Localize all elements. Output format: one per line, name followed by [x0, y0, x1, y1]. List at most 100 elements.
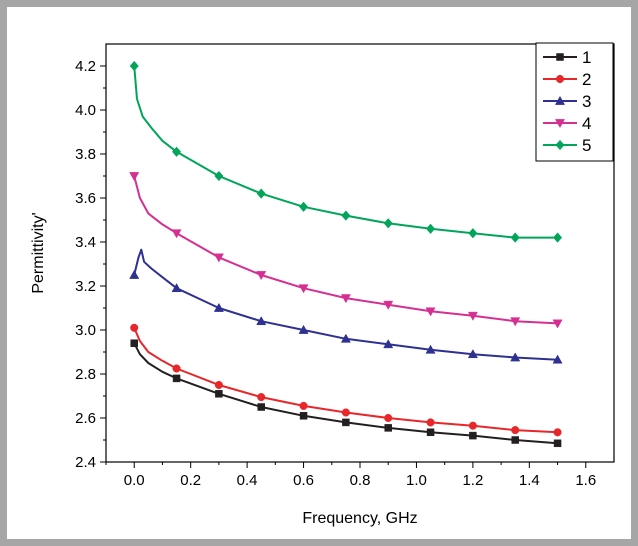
- series-3-point: [383, 339, 394, 349]
- series-2-point: [214, 380, 223, 390]
- series-1-point: [257, 403, 265, 411]
- x-tick-label: 0.4: [237, 472, 258, 489]
- series-2-point: [426, 418, 435, 427]
- x-tick-label: 1.6: [575, 472, 596, 489]
- series-2-point: [511, 426, 520, 435]
- x-axis-label: Frequency, GHz: [302, 510, 417, 527]
- series-3-point: [467, 349, 478, 359]
- y-tick-label: 2.4: [75, 454, 96, 471]
- x-tick-label: 1.4: [519, 472, 540, 489]
- series-1-point: [384, 424, 392, 432]
- series-layer: [129, 60, 563, 448]
- x-tick-label: 0.2: [180, 472, 201, 489]
- series-5-point: [172, 146, 182, 157]
- x-tick-label: 0.0: [124, 472, 145, 489]
- y-tick-label: 3.2: [75, 278, 96, 295]
- series-1-point: [299, 412, 308, 420]
- series-2-point: [130, 323, 139, 332]
- y-tick-label: 3.8: [75, 146, 96, 163]
- series-5-point: [383, 218, 393, 229]
- legend-marker-1: [556, 53, 564, 61]
- series-1-point: [172, 374, 181, 383]
- series-3-line: [133, 248, 558, 361]
- y-tick-label: 2.6: [75, 410, 96, 427]
- series-1-point: [553, 439, 562, 448]
- y-tick-label: 3.6: [75, 190, 96, 207]
- legend-marker-5: [555, 139, 565, 151]
- series-4-point: [213, 253, 224, 263]
- y-tick-label: 3.4: [75, 234, 96, 251]
- series-1-point: [511, 436, 519, 444]
- series-4: [129, 172, 563, 329]
- series-3-point: [213, 302, 224, 312]
- series-4-point: [425, 307, 436, 317]
- series-5-point: [553, 232, 563, 243]
- series-4-point: [510, 317, 521, 327]
- series-1-line: [133, 342, 558, 445]
- legend: 1 2 3 4 5: [535, 42, 614, 162]
- series-4-point: [340, 294, 351, 304]
- series-3: [129, 248, 563, 364]
- series-2-line: [133, 327, 558, 434]
- series-4-point: [129, 172, 140, 182]
- series-4-point: [467, 311, 478, 321]
- legend-label-2: 2: [582, 70, 591, 89]
- chart-svg: 0.0 0.2 0.4 0.6 0.8 1.0 1.2 1.4 1.6 2.4 2.6 2.8 3.0…: [30, 42, 615, 527]
- series-2-point: [299, 401, 308, 410]
- series-5-point: [341, 210, 351, 221]
- series-2-point: [341, 408, 350, 417]
- series-1-point: [342, 418, 350, 427]
- x-tick-label: 1.0: [406, 472, 427, 489]
- series-5-point: [468, 228, 478, 239]
- series-1: [130, 339, 562, 448]
- y-tick-label: 4.2: [75, 58, 96, 75]
- legend-label-3: 3: [582, 92, 591, 111]
- x-axis-ticks: 0.0 0.2 0.4 0.6 0.8 1.0 1.2 1.4 1.6: [105, 462, 596, 489]
- series-4-point: [552, 319, 563, 329]
- legend-marker-3: [554, 95, 566, 105]
- series-4-point: [298, 284, 309, 294]
- series-1-point: [215, 390, 223, 398]
- y-tick-label: 4.0: [75, 102, 96, 119]
- series-2-point: [172, 364, 181, 373]
- series-5-point: [256, 188, 266, 199]
- series-1-point: [469, 431, 477, 440]
- series-2-point: [468, 421, 477, 430]
- series-1-point: [426, 428, 435, 437]
- y-tick-label: 2.8: [75, 366, 96, 383]
- series-4-point: [383, 300, 394, 310]
- x-tick-label: 1.2: [462, 472, 483, 489]
- legend-label-1: 1: [582, 48, 591, 67]
- series-3-point: [129, 269, 140, 279]
- series-5-point: [129, 60, 139, 72]
- y-tick-label: 3.0: [75, 322, 96, 339]
- x-tick-label: 0.8: [350, 472, 371, 489]
- legend-marker-2: [555, 74, 565, 84]
- series-5: [129, 60, 563, 243]
- legend-label-4: 4: [582, 114, 591, 133]
- series-5-point: [214, 170, 224, 182]
- series-3-point: [510, 352, 521, 362]
- series-4-point: [171, 229, 182, 239]
- series-4-point: [256, 271, 267, 281]
- series-2-point: [553, 428, 562, 437]
- series-4-line: [133, 175, 558, 325]
- series-3-point: [340, 333, 351, 343]
- y-axis-label: Permittivity': [30, 212, 47, 293]
- series-5-point: [299, 201, 309, 212]
- series-3-point: [425, 344, 436, 354]
- legend-label-5: 5: [582, 136, 591, 155]
- series-3-point: [552, 354, 563, 364]
- series-5-point: [510, 232, 520, 243]
- series-5-point: [426, 223, 436, 234]
- y-axis-ticks: 2.4 2.6 2.8 3.0 3.2 3.4 3.6 3.8 4.0 4.2: [75, 58, 106, 471]
- x-tick-label: 0.6: [293, 472, 314, 489]
- series-3-point: [171, 283, 182, 293]
- series-3-point: [256, 316, 267, 326]
- series-2-point: [384, 413, 393, 423]
- series-3-point: [298, 324, 309, 334]
- series-1-point: [130, 339, 138, 347]
- series-2: [130, 323, 562, 437]
- legend-marker-4: [554, 119, 566, 129]
